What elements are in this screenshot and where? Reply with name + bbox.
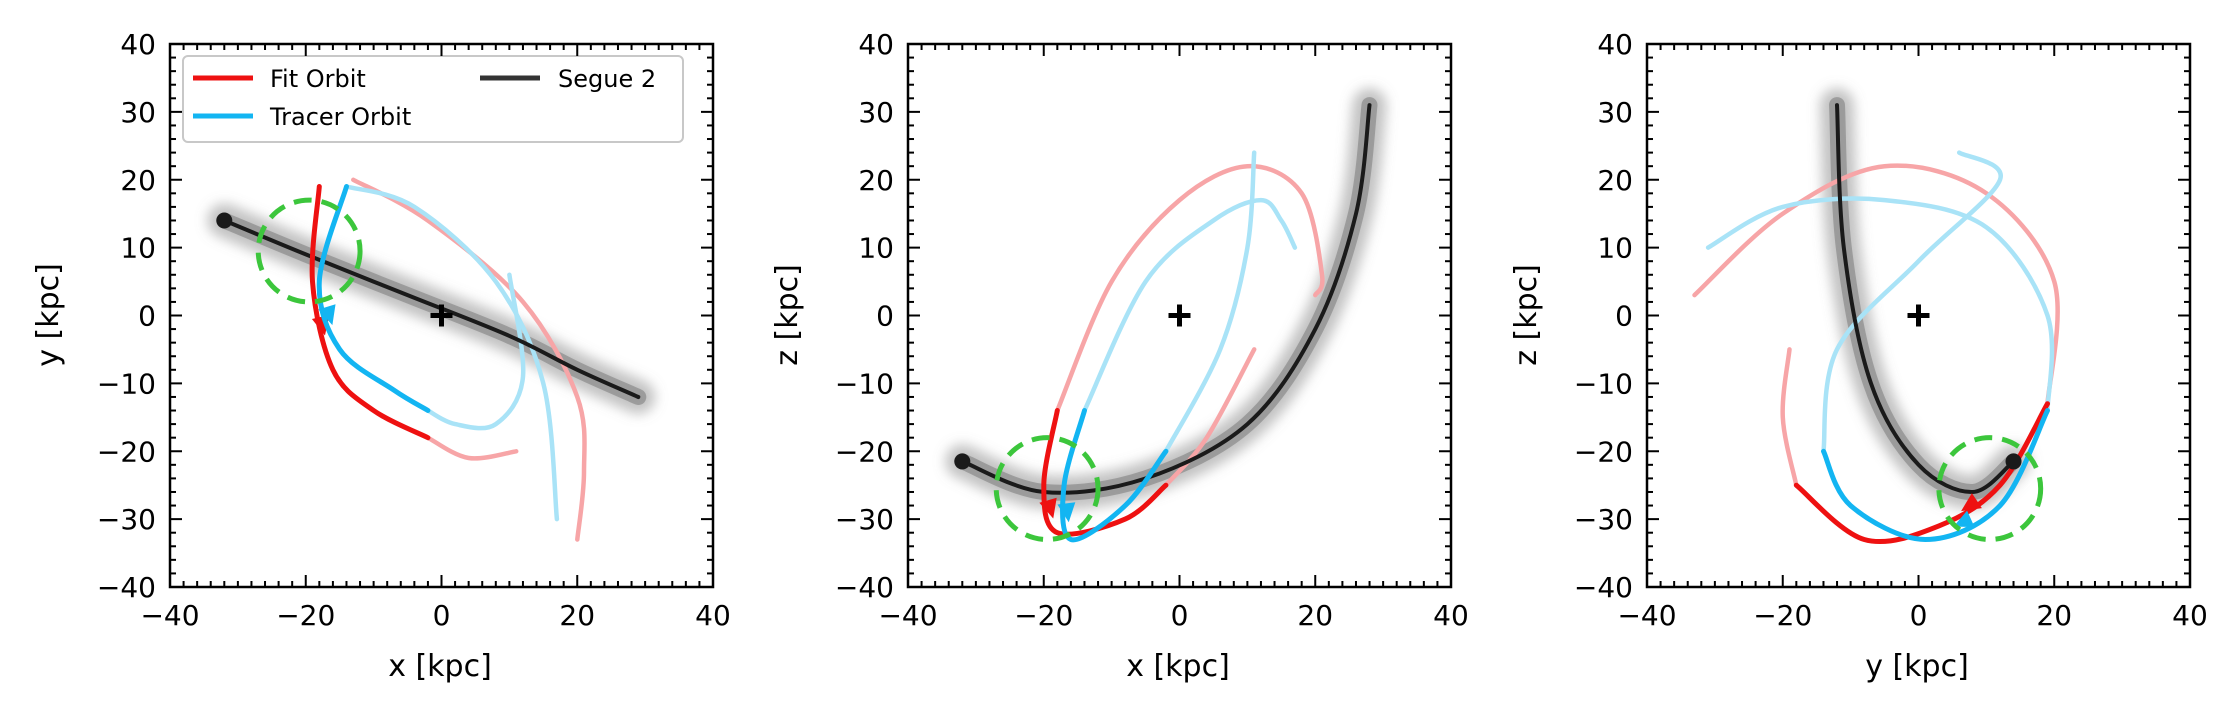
x-tick-label: 40 [695, 599, 731, 632]
segue-2-line [960, 103, 1372, 495]
galactic-center-marker [430, 304, 453, 327]
axis-ticks [1646, 43, 2191, 588]
y-tick-label: 20 [858, 164, 894, 197]
plot-area [207, 177, 656, 542]
axis-ticks [907, 43, 1452, 588]
x-tick-label: 20 [559, 599, 595, 632]
legend: Fit Orbit Tracer Orbit Segue 2 [182, 55, 684, 143]
x-tick-label: 40 [2172, 599, 2208, 632]
legend-box [182, 55, 684, 143]
y-tick-label: −40 [1574, 571, 1633, 604]
tracer-orbit-line [1821, 408, 2050, 543]
stream-core [954, 97, 1378, 501]
fit-orbit-line [309, 184, 431, 441]
y-tick-label: 10 [1597, 232, 1633, 265]
tracer-orbit-extension-3 [1163, 150, 1257, 454]
x-tick-label: 20 [2036, 599, 2072, 632]
legend-label-tracer-orbit: Tracer Orbit [269, 103, 411, 131]
tracer-orbit-extension-2 [1705, 196, 2055, 413]
plot-area [1692, 88, 2060, 545]
galactic-center-marker [1907, 304, 1930, 327]
y-tick-label: 40 [1597, 28, 1633, 61]
x-tick-label: 0 [433, 599, 451, 632]
tracer-orbit-line [1060, 408, 1169, 543]
tracer-orbit-direction-arrow [1953, 510, 1975, 527]
x-tick-label: −40 [140, 599, 199, 632]
segue-2-line [222, 218, 641, 399]
y-tick-label: 40 [858, 28, 894, 61]
y-tick-label: −10 [97, 367, 156, 400]
x-tick-label: −40 [878, 599, 937, 632]
galactic-center-marker [1168, 304, 1191, 327]
fit-orbit-extension-0 [1692, 163, 2060, 406]
x-axis-label: x [kpc] [388, 649, 492, 684]
progenitor-marker [2005, 453, 2022, 470]
y-tick-label: −20 [835, 435, 894, 468]
x-tick-label: −20 [276, 599, 335, 632]
y-tick-label: −10 [835, 367, 894, 400]
axis-ticks [169, 43, 714, 588]
y-tick-label: −30 [1574, 503, 1633, 536]
progenitor-marker [954, 453, 971, 470]
tracer-orbit-extension-2 [1082, 197, 1298, 413]
y-tick-label: 0 [138, 300, 156, 333]
tracer-orbit-extension-3 [1821, 150, 2003, 454]
fit-orbit-direction-arrow [1961, 493, 1982, 512]
y-tick-label: 30 [1597, 96, 1633, 129]
segue-2-line [1835, 103, 2016, 495]
y-tick-label: −30 [97, 503, 156, 536]
y-tick-label: 30 [858, 96, 894, 129]
progenitor-marker [216, 212, 233, 229]
fit-orbit-extension-1 [425, 435, 519, 461]
progenitor-circle [255, 197, 363, 305]
y-axis-label: z [kpc] [770, 264, 805, 366]
panel-xy: x [kpc] y [kpc] Fit Orbit Tracer Orbit S… [31, 28, 731, 684]
y-axis-label: y [kpc] [31, 263, 66, 367]
x-tick-label: 0 [1910, 599, 1928, 632]
y-tick-label: 0 [876, 300, 894, 333]
tracer-orbit-direction-arrow [318, 304, 336, 326]
x-tick-label: −40 [1617, 599, 1676, 632]
fit-orbit-direction-arrow [1039, 497, 1057, 519]
legend-label-fit-orbit: Fit Orbit [270, 65, 366, 93]
y-tick-label: −30 [835, 503, 894, 536]
panel-yz: y [kpc] z [kpc] −40 −20 0 20 40 −40 −30 −20 −10 0… [1509, 28, 2208, 684]
tracer-orbit-line [316, 184, 431, 413]
progenitor-circle [993, 435, 1101, 542]
y-tick-label: 10 [858, 232, 894, 265]
progenitor-circle [1936, 435, 2044, 542]
tracer-orbit-extension-3 [425, 272, 526, 431]
x-tick-label: 0 [1171, 599, 1189, 632]
fit-orbit-line [1041, 408, 1169, 537]
x-axis-label: x [kpc] [1126, 649, 1230, 684]
legend-label-segue2: Segue 2 [558, 65, 656, 93]
y-tick-label: −20 [1574, 435, 1633, 468]
fit-orbit-extension-1 [1163, 347, 1257, 488]
y-axis-label: z [kpc] [1509, 264, 1544, 366]
tracer-orbit-extension-2 [344, 184, 560, 522]
fit-orbit-extension-0 [1055, 163, 1325, 413]
y-tick-label: 20 [120, 164, 156, 197]
y-tick-label: −40 [97, 571, 156, 604]
x-axis-label: y [kpc] [1865, 649, 1969, 684]
stream-shading [945, 88, 1387, 510]
x-tick-label: −20 [1753, 599, 1812, 632]
y-tick-label: 10 [120, 232, 156, 265]
fit-orbit-extension-1 [1780, 347, 1799, 488]
tracer-orbit-direction-arrow [1057, 502, 1076, 523]
x-tick-label: −20 [1014, 599, 1073, 632]
fit-orbit-extension-0 [351, 177, 587, 542]
y-tick-label: 20 [1597, 164, 1633, 197]
y-tick-label: 0 [1615, 300, 1633, 333]
x-tick-label: 40 [1433, 599, 1469, 632]
y-tick-label: −20 [97, 435, 156, 468]
y-tick-label: 40 [120, 28, 156, 61]
y-tick-label: −10 [1574, 367, 1633, 400]
panel-xz: x [kpc] z [kpc] −40 −20 0 20 40 −40 −30 −20 −10 0… [770, 28, 1469, 684]
x-tick-label: 20 [1297, 599, 1333, 632]
y-tick-label: 30 [120, 96, 156, 129]
plot-area [945, 88, 1387, 543]
y-tick-label: −40 [835, 571, 894, 604]
